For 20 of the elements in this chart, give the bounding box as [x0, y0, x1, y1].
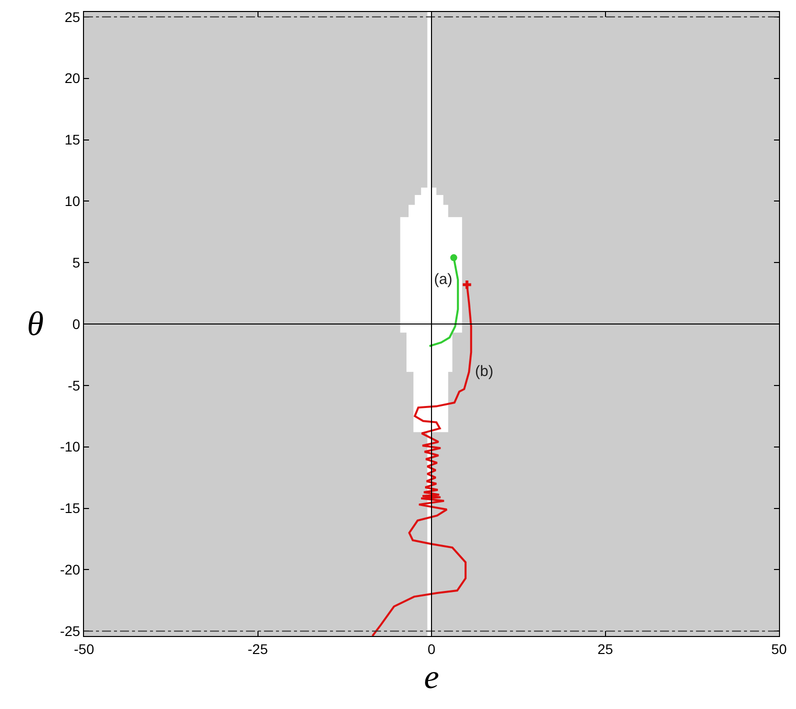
- y-tick-label: -10: [60, 438, 80, 455]
- x-tick-label: -25: [248, 640, 268, 657]
- annotation: (a): [434, 271, 452, 288]
- y-tick-label: -15: [60, 500, 80, 516]
- x-tick-label: 25: [597, 640, 614, 657]
- x-tick-label: 0: [428, 640, 436, 657]
- y-tick-label: -25: [60, 622, 80, 639]
- annotation: (b): [475, 363, 494, 380]
- y-tick-label: -20: [60, 562, 80, 578]
- y-tick-label: 20: [64, 70, 80, 86]
- y-tick-label: 25: [64, 8, 80, 25]
- x-tick-label: 50: [771, 640, 787, 657]
- x-tick-label: -50: [74, 640, 94, 657]
- y-axis-title: θ: [27, 306, 44, 343]
- y-tick-label: 5: [72, 254, 80, 270]
- y-tick-label: -5: [68, 377, 80, 394]
- x-axis-title: e: [424, 659, 440, 696]
- y-tick-label: 0: [72, 316, 80, 332]
- y-tick-label: 15: [64, 132, 80, 148]
- y-tick-label: 10: [64, 193, 80, 210]
